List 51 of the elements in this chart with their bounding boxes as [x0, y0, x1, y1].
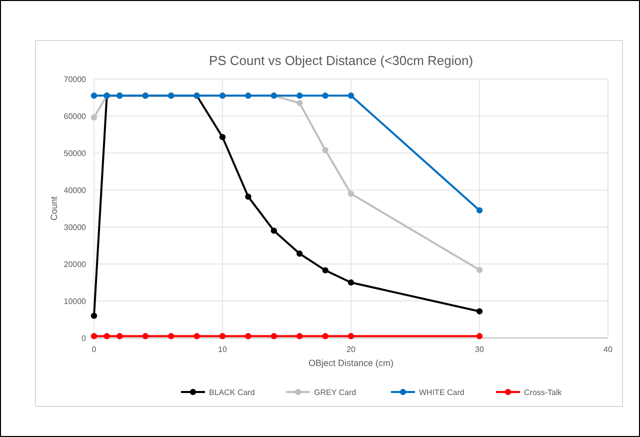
- legend-label: BLACK Card: [209, 388, 255, 397]
- point: [296, 100, 303, 106]
- x-tick-label: 30: [475, 345, 484, 354]
- point: [90, 312, 98, 319]
- legend-label: WHITE Card: [419, 388, 464, 397]
- point: [296, 92, 303, 99]
- point: [219, 134, 226, 140]
- y-tick-label: 10000: [64, 297, 87, 306]
- point: [168, 333, 174, 340]
- point: [270, 228, 277, 234]
- point: [348, 92, 354, 99]
- point: [270, 333, 277, 340]
- chart-title: PS Count vs Object Distance (<30cm Region): [208, 53, 474, 68]
- point: [476, 333, 483, 340]
- x-tick-label: 20: [346, 345, 356, 354]
- point: [245, 194, 252, 200]
- legend-label: Cross-Talk: [524, 388, 563, 397]
- point: [322, 146, 328, 154]
- point: [476, 266, 483, 274]
- y-tick-label: 20000: [64, 260, 87, 269]
- point: [296, 333, 303, 340]
- legend-label: GREY Card: [314, 388, 356, 397]
- point: [322, 333, 328, 340]
- x-tick-label: 0: [92, 345, 97, 354]
- y-tick-label: 50000: [64, 149, 87, 158]
- y-tick-label: 40000: [64, 186, 87, 195]
- point: [104, 333, 110, 340]
- point: [142, 333, 148, 340]
- point: [245, 333, 252, 340]
- point: [322, 267, 328, 274]
- y-axis-title: Count: [49, 196, 59, 221]
- x-tick-label: 10: [218, 345, 228, 354]
- point: [194, 333, 200, 340]
- point: [348, 333, 354, 340]
- point: [90, 92, 98, 99]
- y-tick-label: 60000: [64, 112, 87, 121]
- point: [116, 333, 123, 340]
- x-tick-label: 40: [604, 345, 613, 354]
- point: [322, 92, 328, 99]
- point: [219, 333, 226, 340]
- y-tick-label: 0: [82, 334, 87, 343]
- y-tick-label: 30000: [64, 223, 87, 232]
- point: [90, 114, 98, 121]
- x-axis-title: OBject Distance (cm): [308, 358, 394, 368]
- point: [296, 250, 303, 257]
- y-tick-label: 70000: [64, 75, 87, 84]
- point: [476, 207, 483, 214]
- point: [348, 279, 354, 286]
- point: [90, 333, 98, 340]
- point: [476, 308, 483, 314]
- point: [348, 190, 354, 197]
